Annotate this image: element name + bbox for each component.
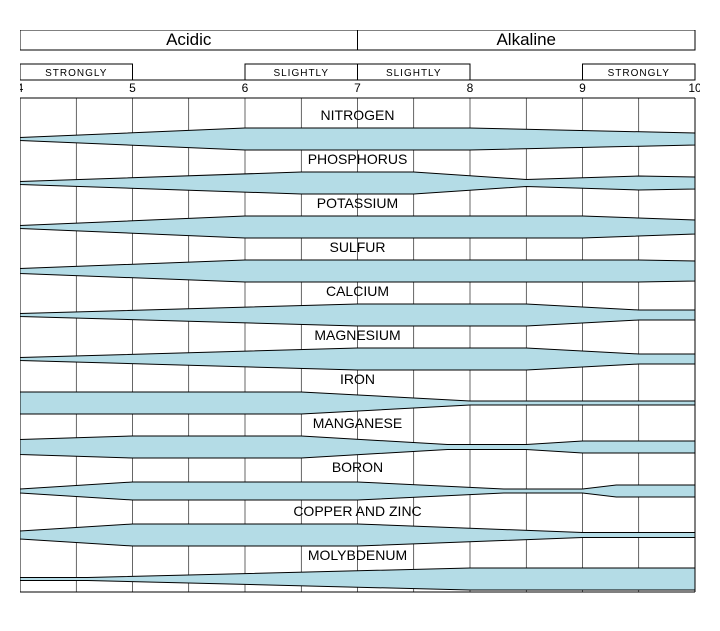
slightly-acid-label: SLIGHTLY (273, 68, 329, 79)
nutrient-band (20, 392, 695, 414)
strongly-alk-label: STRONGLY (608, 68, 670, 79)
nutrient-label: MANGANESE (313, 415, 402, 431)
nutrient-band (20, 436, 695, 458)
ph-tick-label: 8 (467, 81, 474, 95)
ph-nutrient-chart: Acidic Alkaline STRONGLY SLIGHTLY SLIGHTLY ST… (20, 30, 700, 610)
nutrient-label: CALCIUM (326, 283, 389, 299)
nutrient-label: MAGNESIUM (314, 327, 400, 343)
ph-tick-label: 4 (20, 81, 24, 95)
nutrient-band (20, 172, 695, 194)
slightly-alk-label: SLIGHTLY (386, 68, 442, 79)
nutrient-band (20, 348, 695, 370)
nutrient-band (20, 568, 695, 590)
ph-tick-label: 5 (129, 81, 136, 95)
nutrient-label: COPPER AND ZINC (293, 503, 421, 519)
acidic-label: Acidic (166, 30, 212, 49)
alkaline-label: Alkaline (496, 30, 556, 49)
strongly-acid-label: STRONGLY (45, 68, 107, 79)
nutrient-label: PHOSPHORUS (308, 151, 408, 167)
nutrient-label: BORON (332, 459, 383, 475)
nutrient-label: SULFUR (329, 239, 385, 255)
ph-tick-label: 10 (688, 81, 700, 95)
nutrient-band (20, 128, 695, 150)
ph-tick-label: 6 (242, 81, 249, 95)
nutrient-label: IRON (340, 371, 375, 387)
ph-tick-label: 7 (354, 81, 361, 95)
nutrient-band (20, 304, 695, 326)
nutrient-label: NITROGEN (321, 107, 395, 123)
nutrient-band (20, 216, 695, 238)
nutrient-label: MOLYBDENUM (308, 547, 407, 563)
nutrient-band (20, 524, 695, 546)
ph-tick-label: 9 (579, 81, 586, 95)
nutrient-label: POTASSIUM (317, 195, 398, 211)
nutrient-band (20, 260, 695, 282)
nutrient-band (20, 482, 695, 500)
